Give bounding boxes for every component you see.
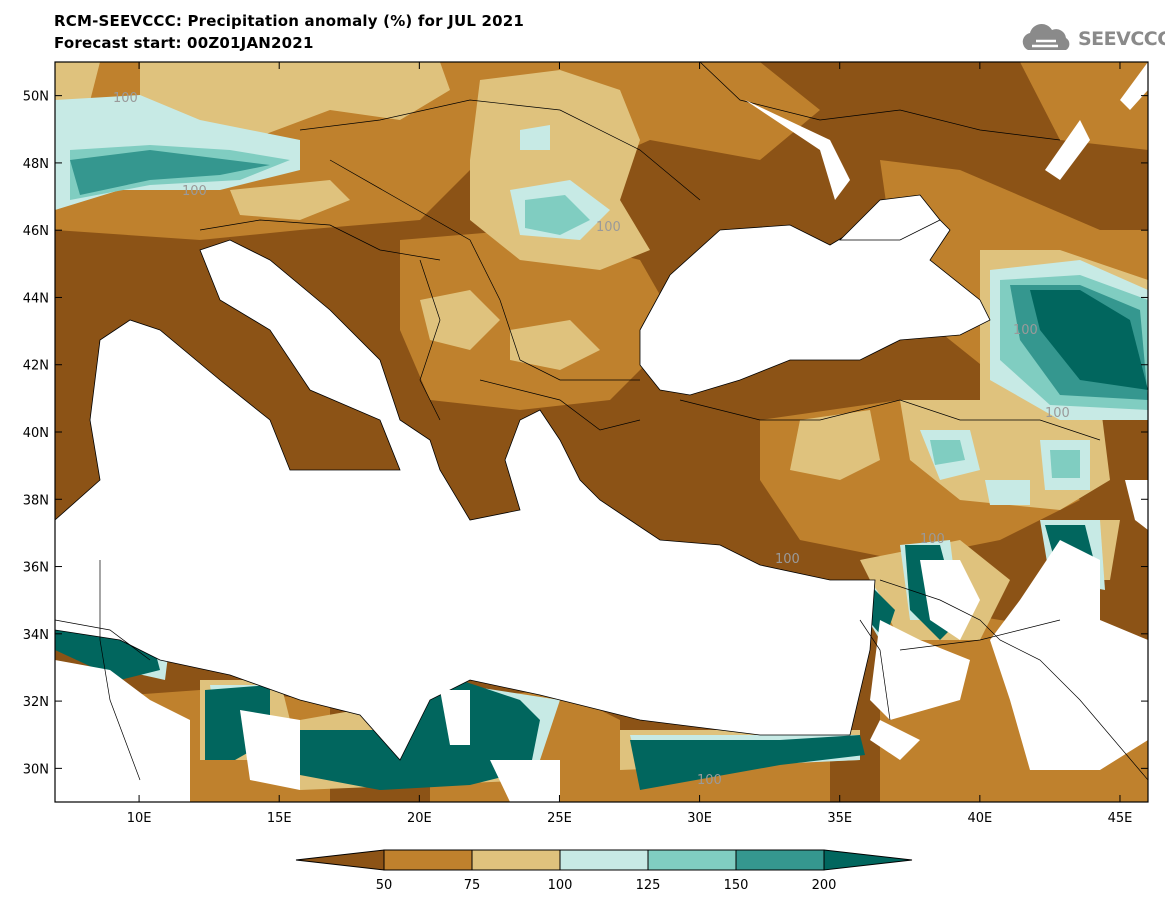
lat-tick-label: 48N [23,157,49,172]
lat-tick-label: 40N [23,426,49,441]
map-plot-area [55,62,1148,802]
lat-tick-label: 46N [23,224,49,239]
logo-text: SEEVCCC [1078,28,1165,50]
missing-data-areas [55,480,1148,802]
lon-tick-label: 30E [687,811,712,826]
cloud-icon [1022,24,1070,50]
borders [55,62,1148,781]
lat-tick-label: 36N [23,561,49,576]
missing-data-streaks [745,62,1148,200]
lat-tick-label: 44N [23,291,49,306]
lon-tick-label: 10E [127,811,152,826]
colorbar-label: 50 [376,878,393,893]
lon-tick-label: 15E [267,811,292,826]
colorbar-label: 100 [548,878,573,893]
contour-label: 100 [920,532,945,547]
lat-axis: 30N 32N 34N 36N 38N 40N 42N 44N 46N 48N 50N [23,90,1148,777]
colorbar-segment [559,849,649,871]
colorbar-segment [295,849,385,871]
map-title: RCM-SEEVCCC: Precipitation anomaly (%) f… [54,12,525,30]
colorbar-label: 125 [636,878,661,893]
colorbar-segment [383,849,473,871]
contour-label: 100 [775,552,800,567]
contour-label: 100 [182,184,207,199]
lat-tick-label: 50N [23,90,49,105]
lon-tick-label: 35E [827,811,852,826]
lat-tick-label: 32N [23,695,49,710]
lon-tick-label: 20E [407,811,432,826]
colorbar-label: 150 [724,878,749,893]
lon-tick-label: 45E [1108,811,1133,826]
colorbar-segment [735,849,825,871]
contour-labels: 100 100 100 100 100 100 100 100 [113,91,1070,788]
colorbar-segment [471,849,561,871]
colorbar-label: 75 [464,878,481,893]
contour-label: 100 [113,91,138,106]
lat-tick-label: 38N [23,493,49,508]
colorbar: 50 75 100 125 150 200 [295,849,913,893]
lon-tick-label: 40E [967,811,992,826]
lon-tick-label: 25E [547,811,572,826]
lat-tick-label: 34N [23,628,49,643]
contour-label: 100 [1045,406,1070,421]
logo: SEEVCCC [1018,24,1165,54]
contour-label: 100 [1013,323,1038,338]
lat-tick-label: 42N [23,359,49,374]
contour-label: 100 [596,220,621,235]
colorbar-label: 200 [812,878,837,893]
lon-axis: 10E 15E 20E 25E 30E 35E 40E 45E [127,62,1133,826]
colorbar-segment [647,849,737,871]
sea-mask [55,194,991,761]
lat-tick-label: 30N [23,762,49,777]
contour-label: 100 [697,773,722,788]
colorbar-segment [823,849,913,871]
map-subtitle: Forecast start: 00Z01JAN2021 [54,34,314,52]
